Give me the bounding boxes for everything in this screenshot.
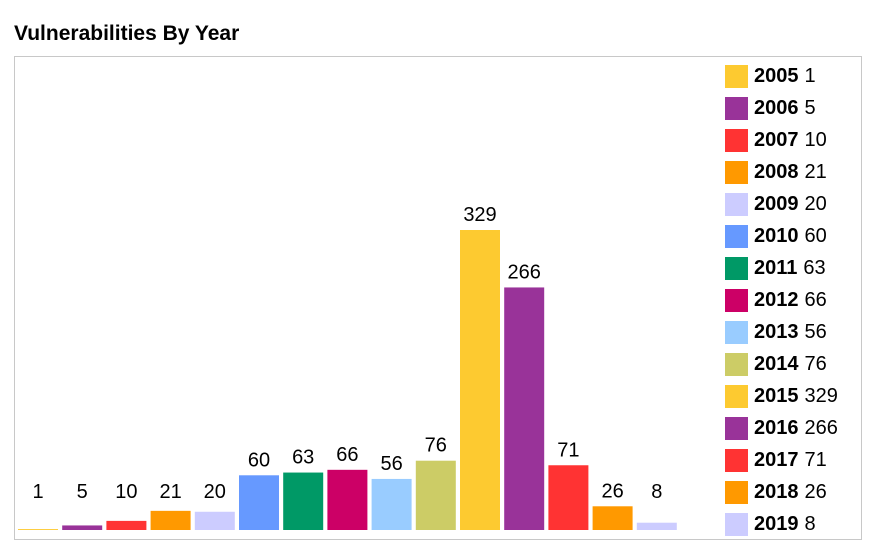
legend-year: 2017 — [754, 448, 799, 471]
legend-year: 2019 — [754, 512, 799, 535]
legend-value: 26 — [804, 480, 827, 503]
legend-value: 60 — [804, 224, 827, 247]
legend-value: 1 — [804, 64, 816, 87]
legend-value: 71 — [804, 448, 827, 471]
legend-item-2016: 2016 266 — [725, 412, 865, 444]
legend-swatch — [725, 256, 748, 280]
legend-item-2008: 2008 21 — [725, 156, 865, 188]
data-label-2018: 26 — [601, 480, 623, 502]
legend-item-2017: 2017 71 — [725, 444, 865, 476]
legend-swatch — [725, 416, 748, 440]
bar-2006 — [62, 525, 103, 530]
legend-item-2015: 2015 329 — [725, 380, 865, 412]
data-label-2010: 60 — [248, 449, 270, 471]
legend-value: 266 — [804, 416, 838, 439]
legend-value: 21 — [804, 160, 827, 183]
legend-year: 2008 — [754, 160, 799, 183]
legend-swatch — [725, 224, 748, 248]
legend-swatch — [725, 480, 748, 504]
legend-value: 329 — [804, 384, 838, 407]
legend-year: 2016 — [754, 416, 799, 439]
legend-value: 10 — [804, 128, 827, 151]
chart-frame — [14, 56, 862, 540]
legend-item-2011: 2011 63 — [725, 252, 865, 284]
legend-year: 2012 — [754, 288, 799, 311]
legend-year: 2007 — [754, 128, 799, 151]
legend-item-2012: 2012 66 — [725, 284, 865, 316]
bar-2011 — [283, 472, 324, 530]
legend-item-2018: 2018 26 — [725, 476, 865, 508]
bar-2016 — [504, 287, 545, 530]
bar-2009 — [194, 511, 235, 530]
bar-2018 — [592, 506, 633, 530]
bar-2012 — [327, 469, 368, 530]
legend-year: 2009 — [754, 192, 799, 215]
legend-swatch — [725, 448, 748, 472]
bar-2010 — [239, 475, 279, 530]
data-label-2014: 76 — [425, 435, 447, 457]
data-label-2007: 10 — [115, 481, 137, 503]
bar-2014 — [415, 460, 456, 530]
legend-year: 2015 — [754, 384, 799, 407]
legend-swatch — [725, 384, 748, 408]
data-label-2011: 63 — [292, 447, 314, 469]
legend-value: 76 — [804, 352, 827, 375]
legend-swatch — [725, 128, 748, 152]
legend-swatch — [725, 512, 748, 536]
data-label-2016: 266 — [508, 261, 541, 283]
data-label-2017: 71 — [557, 439, 579, 461]
data-label-2006: 5 — [77, 481, 88, 503]
legend-item-2013: 2013 56 — [725, 316, 865, 348]
chart-legend: 2005 1 2006 5 2007 10 2008 21 2009 20 2010 60 2011 63… — [725, 60, 865, 540]
data-label-2013: 56 — [380, 453, 402, 475]
legend-year: 2005 — [754, 64, 799, 87]
legend-value: 63 — [803, 256, 826, 279]
data-label-2019: 8 — [651, 481, 662, 503]
legend-item-2009: 2009 20 — [725, 188, 865, 220]
legend-item-2005: 2005 1 — [725, 60, 865, 92]
data-label-2005: 1 — [32, 481, 43, 503]
legend-item-2007: 2007 10 — [725, 124, 865, 156]
bar-2008 — [150, 510, 191, 530]
bar-2007 — [106, 520, 147, 530]
bar-2017 — [548, 465, 589, 530]
legend-swatch — [725, 352, 748, 376]
legend-year: 2018 — [754, 480, 799, 503]
legend-value: 66 — [804, 288, 827, 311]
bar-2015 — [460, 230, 500, 530]
data-label-2008: 21 — [159, 481, 181, 503]
legend-value: 5 — [804, 96, 816, 119]
legend-value: 56 — [804, 320, 827, 343]
data-label-2015: 329 — [463, 204, 496, 226]
bar-2019 — [636, 522, 677, 530]
legend-swatch — [725, 64, 748, 88]
legend-value: 20 — [804, 192, 827, 215]
legend-swatch — [725, 160, 748, 184]
legend-item-2014: 2014 76 — [725, 348, 865, 380]
legend-item-2006: 2006 5 — [725, 92, 865, 124]
legend-swatch — [725, 96, 748, 120]
legend-item-2019: 2019 8 — [725, 508, 865, 540]
data-label-2009: 20 — [204, 481, 226, 503]
legend-year: 2013 — [754, 320, 799, 343]
legend-swatch — [725, 320, 748, 344]
data-label-2012: 66 — [336, 444, 358, 466]
legend-year: 2006 — [754, 96, 799, 119]
bar-2013 — [371, 478, 412, 530]
legend-year: 2014 — [754, 352, 799, 375]
legend-swatch — [725, 288, 748, 312]
legend-year: 2011 — [754, 256, 798, 279]
legend-year: 2010 — [754, 224, 799, 247]
bar-2005 — [18, 529, 58, 530]
legend-value: 8 — [804, 512, 816, 535]
legend-swatch — [725, 192, 748, 216]
legend-item-2010: 2010 60 — [725, 220, 865, 252]
chart-title: Vulnerabilities By Year — [14, 22, 240, 45]
